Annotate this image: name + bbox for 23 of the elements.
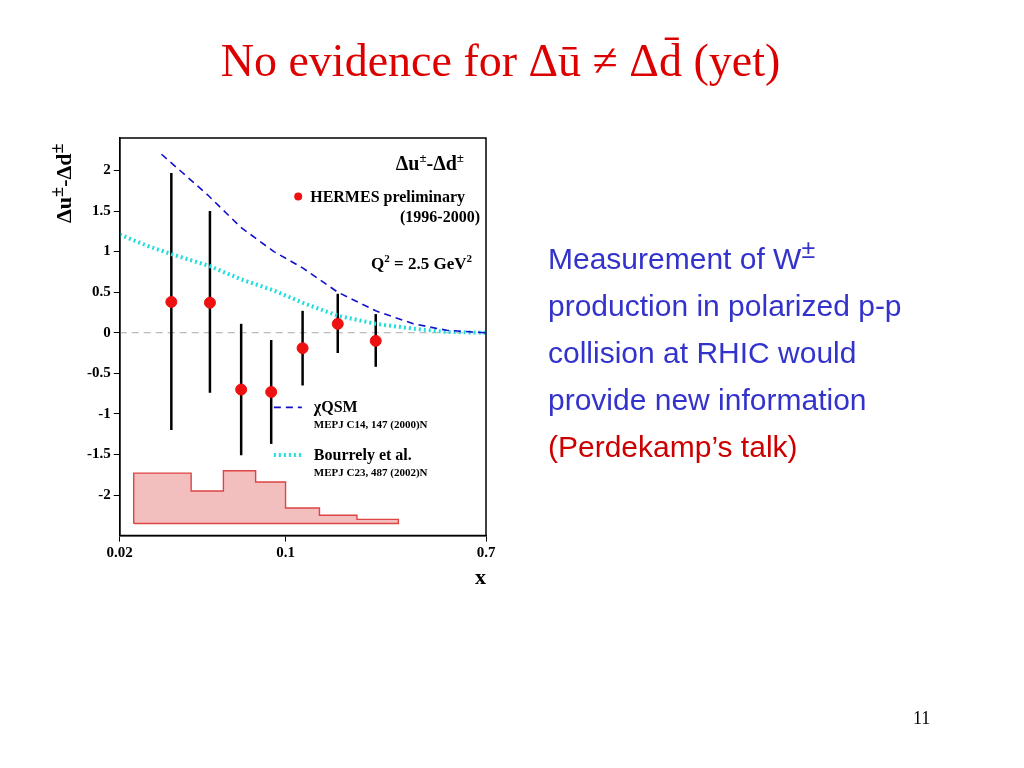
y-tick-label: -2 — [98, 485, 111, 502]
text: Measurement of W$^{±}$ production in polarized p-p collision at RHIC would provide new information — [548, 234, 903, 418]
y-tick-label: -1.5 — [87, 445, 111, 462]
y-tick-label: 0 — [103, 323, 111, 340]
legend-label: Bourrely et al. — [313, 446, 412, 465]
chart-title: No evidence for Δū ≠ Δd̄ (yet) — [219, 34, 782, 87]
legend-label: HERMES preliminary (1996-2000) — [310, 187, 480, 226]
x-tick-label: 0.7 — [476, 544, 496, 561]
y-tick-label: 1.5 — [92, 201, 111, 218]
annotation: MEPJ C14, 147 (2000)N — [313, 418, 428, 432]
y-tick-label: 1 — [103, 242, 111, 259]
x-tick-label: 0.02 — [106, 544, 133, 561]
legend-label: χQSM — [312, 398, 358, 417]
x-tick-label: 0.1 — [276, 544, 295, 561]
text: 11 — [913, 708, 931, 729]
annotation: MEPJ C23, 487 (2002)N — [313, 466, 428, 480]
annotation: Δu±-Δd± — [395, 149, 465, 174]
y-tick-label: -0.5 — [87, 364, 111, 381]
y-tick-label: -1 — [98, 404, 111, 421]
text: (Perdekamp’s talk) — [548, 429, 799, 465]
x-axis-title: x — [475, 564, 486, 590]
y-tick-label: 0.5 — [92, 283, 111, 300]
y-tick-label: 2 — [103, 161, 111, 178]
